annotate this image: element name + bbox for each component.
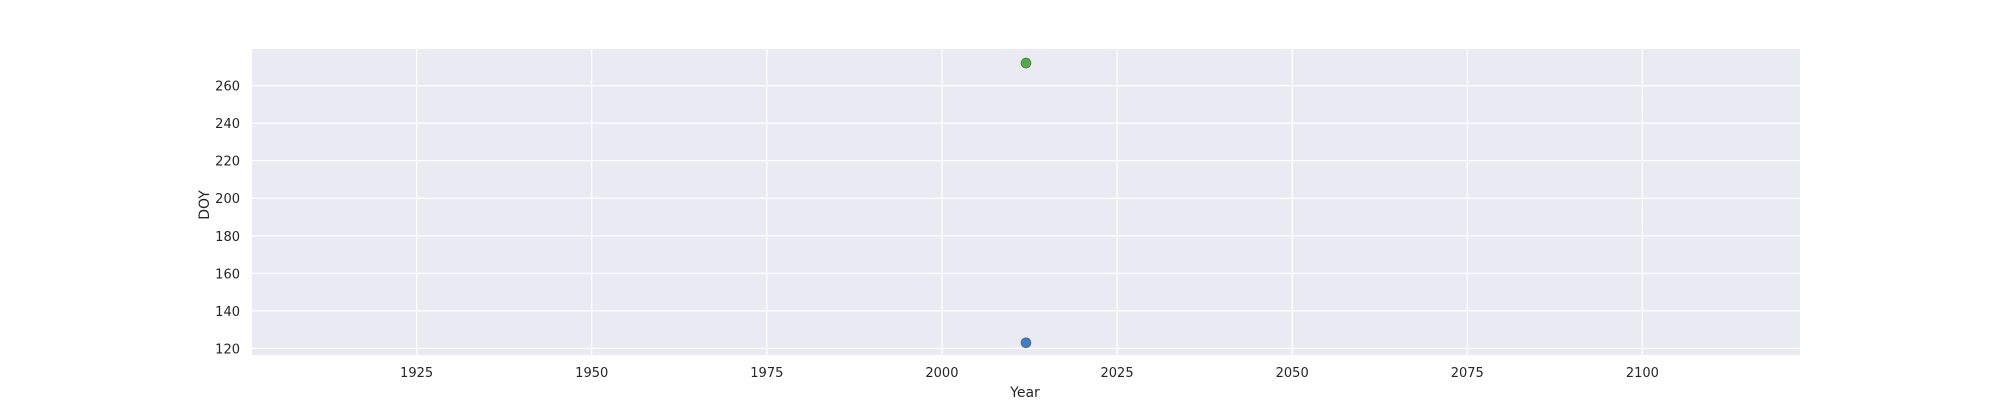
data-point-series-1 xyxy=(1020,337,1032,349)
x-tick-label: 1925 xyxy=(400,366,433,381)
x-axis-title: Year xyxy=(1009,385,1040,400)
x-tick-label: 1975 xyxy=(750,366,783,381)
x-tick-label: 1950 xyxy=(575,366,608,381)
x-gridlines xyxy=(416,49,1643,355)
y-tick-label: 200 xyxy=(215,192,240,207)
y-tick-label: 140 xyxy=(215,305,240,320)
x-tick-labels: 1925 1950 1975 2000 2025 2050 2075 2100 xyxy=(400,366,1659,381)
y-tick-label: 240 xyxy=(215,117,240,132)
x-tick-label: 2100 xyxy=(1626,366,1659,381)
y-tick-labels: 120 140 160 180 200 220 240 260 xyxy=(215,80,240,358)
y-axis-title: DOY xyxy=(197,190,213,220)
x-tick-label: 2025 xyxy=(1101,366,1134,381)
x-tick-label: 2050 xyxy=(1276,366,1309,381)
y-tick-label: 260 xyxy=(215,80,240,95)
y-tick-label: 120 xyxy=(215,342,240,357)
y-gridlines xyxy=(252,85,1800,350)
y-tick-label: 220 xyxy=(215,155,240,170)
data-points xyxy=(1020,57,1032,349)
y-tick-label: 180 xyxy=(215,230,240,245)
x-tick-label: 2075 xyxy=(1451,366,1484,381)
y-tick-label: 160 xyxy=(215,267,240,282)
plot-area xyxy=(252,49,1800,355)
x-tick-label: 2000 xyxy=(925,366,958,381)
data-point-series-2 xyxy=(1020,57,1032,69)
